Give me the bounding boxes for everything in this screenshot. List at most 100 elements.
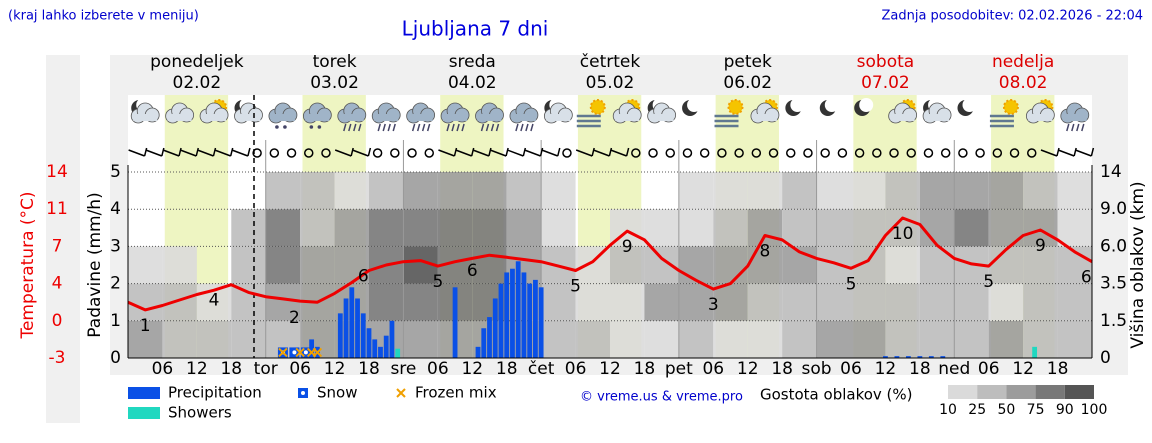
calm (372, 148, 383, 158)
wind-barb-tick (608, 147, 613, 157)
day-name: nedelja (992, 52, 1054, 72)
moon-cut (859, 98, 874, 112)
y2-tick-label: 3.5 (1100, 274, 1127, 294)
bar (883, 356, 888, 358)
weather-icon (337, 102, 367, 132)
bar (337, 313, 343, 358)
cloud-cell (1023, 172, 1058, 210)
cloud-cell (678, 246, 714, 284)
snow-star (292, 350, 297, 355)
x-tick-label: ned (938, 359, 970, 379)
cloud-cell (610, 283, 645, 321)
cloud-cell (128, 246, 163, 284)
cloud-cell (782, 320, 817, 358)
temperature-line (127, 216, 1093, 312)
x-tick-label: 06 (840, 359, 862, 379)
cloud-cell (334, 246, 369, 284)
cloud-cell (1057, 172, 1092, 210)
rain (343, 123, 347, 132)
cloud-cell (885, 320, 920, 358)
weather-icon (199, 99, 229, 124)
colorbar-label: 10 (939, 402, 957, 418)
weather-icon (819, 98, 839, 116)
cloud-cell (954, 320, 989, 358)
bar (309, 339, 315, 358)
weather-icon (543, 98, 573, 124)
x-tick-label: tor (254, 359, 278, 379)
cloud-cell (162, 246, 197, 284)
temperature-label: 6 (358, 267, 369, 287)
weather-icon (854, 98, 874, 116)
day-date: 04.02 (448, 73, 497, 93)
cloud-cell (575, 283, 610, 321)
y2-tick-label: 9.0 (1100, 199, 1127, 219)
calm (269, 148, 280, 158)
calm (717, 148, 727, 158)
colorbar-label: 25 (968, 402, 986, 418)
rain (348, 123, 352, 132)
calm (682, 148, 693, 158)
legend-swatch (128, 387, 160, 399)
temperature-tick-label: 7 (52, 236, 63, 256)
colorbar-label: 50 (997, 402, 1015, 418)
cloud-base (1062, 114, 1087, 121)
y-tick-label: 1 (110, 311, 121, 331)
cloud-cell (954, 209, 989, 247)
snowflake (317, 125, 322, 129)
cloud-cell (782, 283, 817, 321)
bar (475, 346, 481, 358)
weather-icon (268, 102, 298, 129)
cloud-cell (644, 320, 679, 358)
cloud-cell (747, 246, 783, 284)
weather-icon (1060, 102, 1090, 132)
temperature-label: 5 (846, 274, 857, 294)
cloud-cell (128, 283, 163, 321)
bar (1032, 346, 1038, 358)
legend-item: Frozen mix (396, 384, 497, 402)
x-tick-label: 06 (289, 359, 311, 379)
day-date: 03.02 (310, 73, 359, 93)
calm (562, 148, 572, 158)
calm (751, 148, 762, 158)
bar (928, 356, 934, 358)
snowflake (283, 125, 287, 129)
weather-icon (440, 102, 470, 132)
cloud-cell (369, 172, 404, 210)
cloud-base (202, 114, 227, 121)
bar (940, 356, 946, 358)
wind-barb (231, 149, 249, 157)
calm (1009, 148, 1020, 158)
wind-barb-tick (625, 147, 630, 157)
cloud-cell (506, 209, 542, 247)
snow-marker (289, 347, 300, 358)
cloud-cell (851, 172, 886, 210)
wind-barb-tick (143, 147, 148, 157)
cloud-cell (403, 209, 438, 247)
cloud-cell (747, 320, 783, 358)
x-tick-label: 06 (427, 359, 449, 379)
bar (521, 272, 527, 358)
cloud-cell (231, 320, 266, 358)
day-name: sreda (449, 52, 496, 72)
day-name: torek (313, 52, 357, 72)
x-tick-label: 12 (599, 359, 621, 379)
calm (424, 148, 434, 158)
wind-barb (352, 149, 369, 157)
temperature-label: 6 (467, 261, 478, 281)
calm (854, 148, 865, 158)
frozen-marker (295, 347, 305, 358)
wind-barb-tick (522, 147, 527, 157)
y-tick-label: 5 (110, 162, 121, 182)
menu-note: (kraj lahko izberete v meniju) (8, 9, 199, 24)
bar (389, 320, 395, 358)
cloud-cell (231, 283, 266, 321)
day-date: 08.02 (999, 73, 1048, 93)
moon-cut (962, 98, 977, 112)
bar (366, 328, 372, 358)
day-date: 06.02 (723, 73, 772, 93)
y-tick-label: 3 (110, 236, 121, 256)
rain (1076, 123, 1080, 132)
snow-star (301, 391, 305, 395)
cloud-cell (300, 209, 335, 247)
